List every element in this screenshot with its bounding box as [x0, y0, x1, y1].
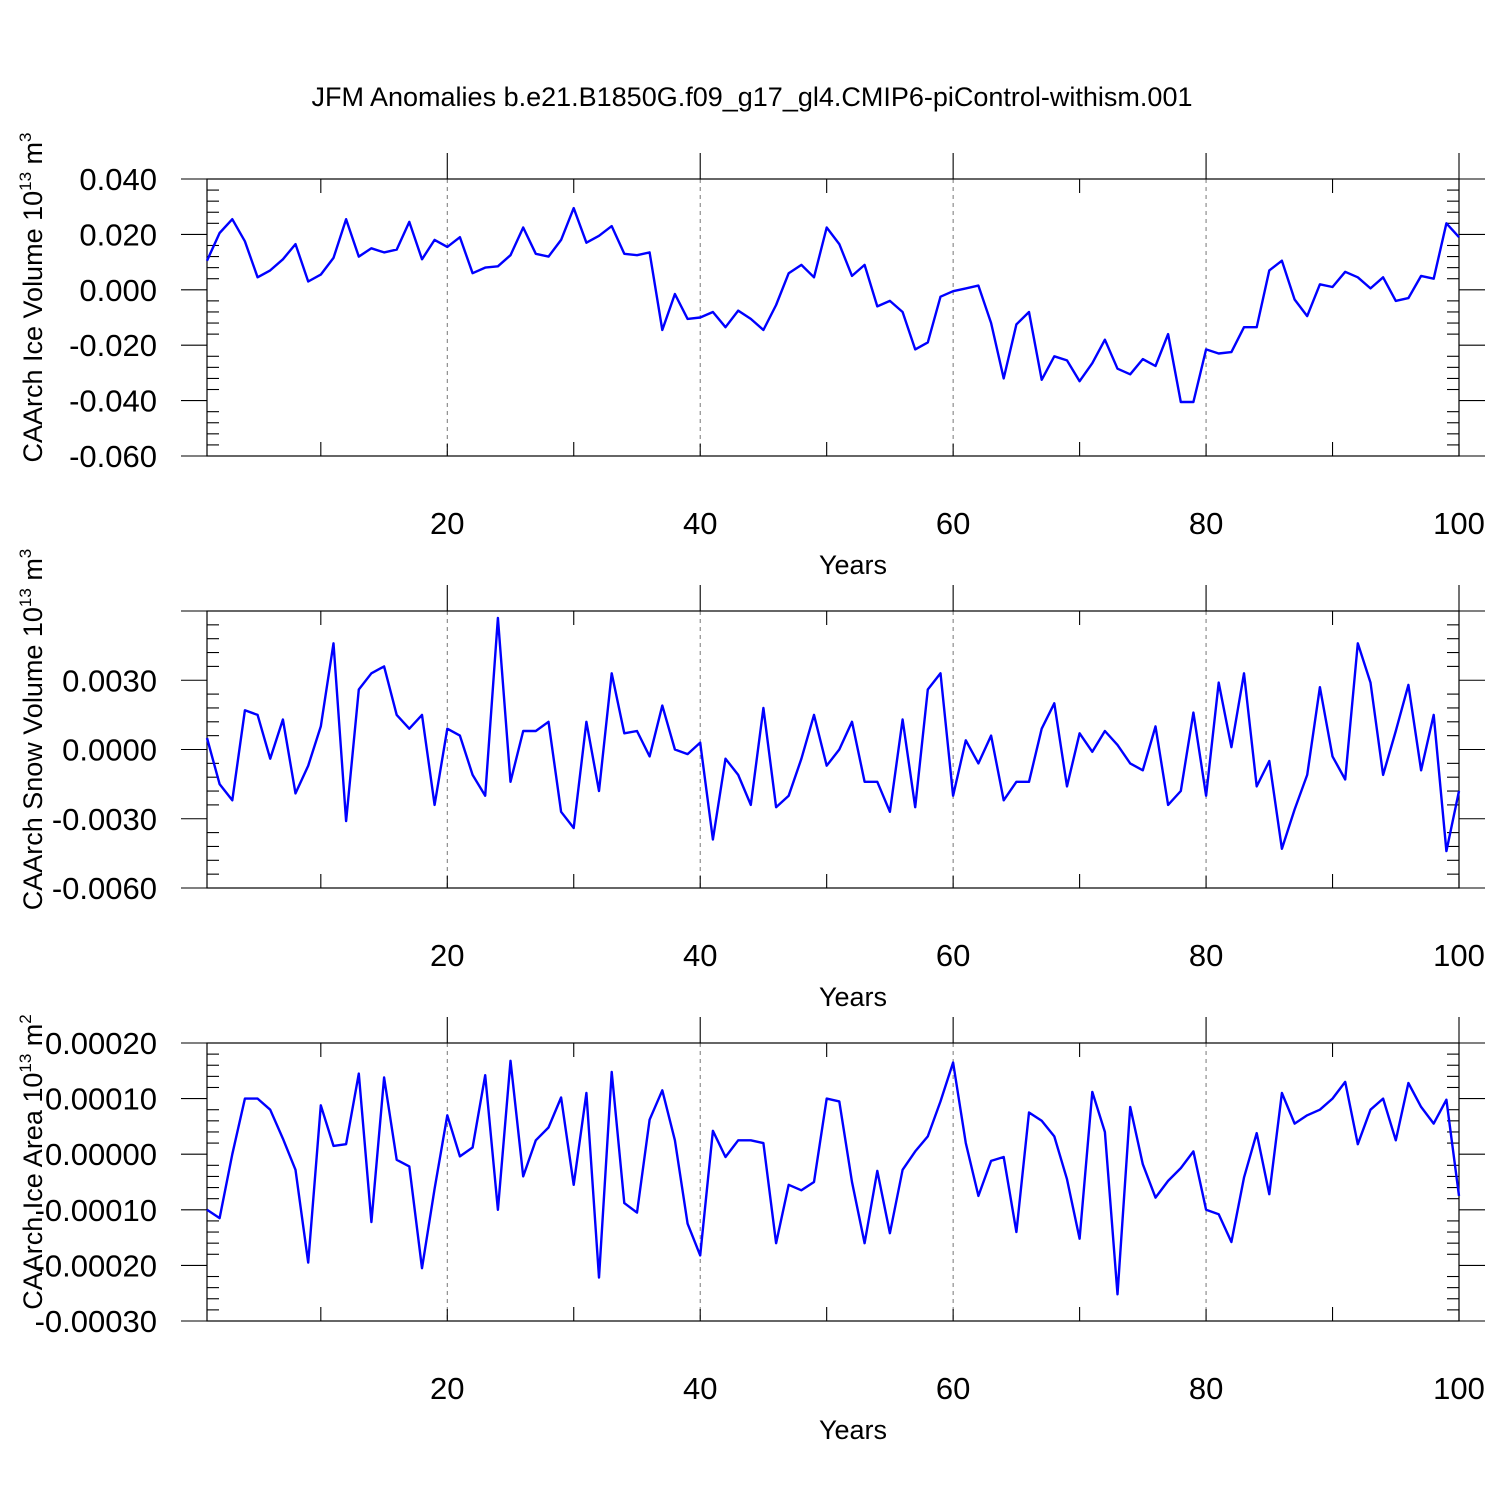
x-tick-label: 60	[936, 506, 970, 541]
y-tick-label: 0.00010	[45, 1082, 157, 1117]
y-tick-label: 0.0000	[62, 733, 157, 768]
x-tick-label: 20	[430, 506, 464, 541]
x-tick-label: 80	[1189, 938, 1223, 973]
y-tick-label: 0.040	[79, 162, 157, 197]
x-tick-label: 40	[683, 938, 717, 973]
panel-3: 20 40 60 80 100 0.00020 0.00010 0.00000 -0.00010…	[16, 1014, 1485, 1445]
y-tick-label: -0.060	[69, 439, 157, 474]
panel-2: 20 40 60 80 100 0.0030 0.0000 -0.0030 -0.0060 Yea…	[16, 549, 1485, 1012]
plot-frame	[206, 610, 1460, 889]
panel-1: 20 40 60 80 100 0.040 0.020 0.000 -0.020 -0.040 -0…	[16, 132, 1485, 580]
y-tick-label: -0.00030	[35, 1304, 157, 1339]
x-axis-label: Years	[819, 1415, 887, 1445]
y-axis-label: CAArch Snow Volume 1013 m3	[16, 549, 48, 911]
x-tick-label: 60	[936, 938, 970, 973]
y-tick-label: -0.00010	[35, 1193, 157, 1228]
x-tick-label: 80	[1189, 506, 1223, 541]
y-tick-label: 0.020	[79, 217, 157, 252]
y-tick-label: 0.0030	[62, 663, 157, 698]
chart-title: JFM Anomalies b.e21.B1850G.f09_g17_gl4.C…	[312, 82, 1193, 112]
x-tick-label: 100	[1433, 1371, 1485, 1406]
y-tick-label: 0.00000	[45, 1137, 157, 1172]
y-tick-label: -0.0030	[52, 802, 157, 837]
y-tick-label: -0.0060	[52, 871, 157, 906]
x-tick-label: 80	[1189, 1371, 1223, 1406]
x-axis-label: Years	[819, 982, 887, 1012]
x-tick-label: 20	[430, 938, 464, 973]
plot-frame	[206, 178, 1460, 457]
x-axis-label: Years	[819, 550, 887, 580]
x-tick-label: 40	[683, 1371, 717, 1406]
y-axis-label: CAArch Ice Volume 1013 m3	[16, 132, 48, 462]
series-line	[205, 616, 1461, 853]
plot-frame	[206, 1042, 1460, 1322]
y-tick-label: 0.00020	[45, 1026, 157, 1061]
y-axis-label: CAArch Ice Area 1013 m2	[16, 1014, 48, 1310]
series-line	[205, 206, 1460, 404]
y-tick-label: -0.020	[69, 328, 157, 363]
panels: 20 40 60 80 100 0.040 0.020 0.000 -0.020 -0.040 -0…	[16, 132, 1485, 1445]
x-tick-label: 20	[430, 1371, 464, 1406]
y-tick-label: -0.040	[69, 384, 157, 419]
x-tick-label: 40	[683, 506, 717, 541]
series-line	[206, 1059, 1461, 1296]
x-tick-label: 100	[1433, 938, 1485, 973]
x-tick-label: 100	[1433, 506, 1485, 541]
y-tick-label: -0.00020	[35, 1248, 157, 1283]
x-tick-label: 60	[936, 1371, 970, 1406]
y-tick-label: 0.000	[79, 273, 157, 308]
